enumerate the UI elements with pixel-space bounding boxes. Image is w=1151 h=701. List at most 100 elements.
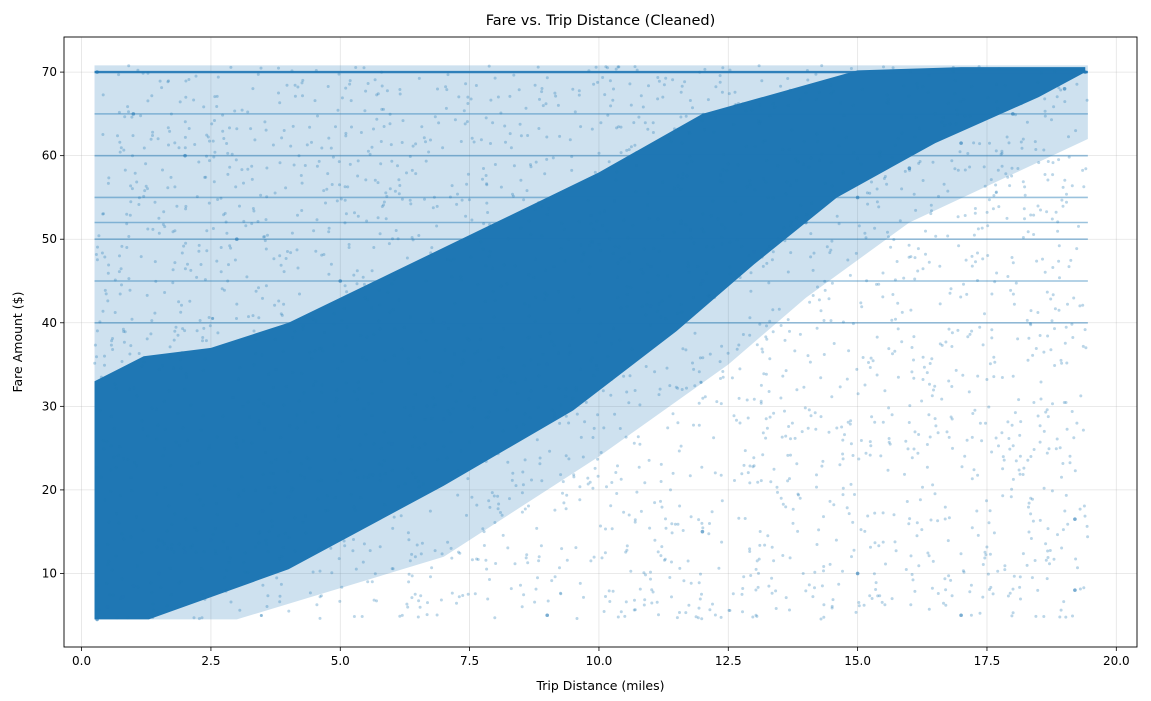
scatter-point-texture — [505, 408, 509, 412]
scatter-point-texture — [398, 88, 402, 91]
scatter-point-texture — [523, 507, 527, 511]
scatter-point-texture — [160, 539, 164, 543]
scatter-point-texture — [889, 245, 893, 249]
scatter-point-texture — [184, 204, 188, 208]
scatter-point-texture — [961, 569, 965, 573]
scatter-point-texture — [1044, 410, 1048, 414]
scatter-point-texture — [538, 97, 541, 101]
scatter-point-texture — [995, 100, 999, 104]
scatter-point-texture — [238, 204, 241, 208]
scatter-point-texture — [382, 200, 386, 204]
scatter-point-texture — [380, 463, 384, 467]
scatter-point-texture — [1059, 88, 1063, 92]
scatter-point-texture — [540, 234, 544, 238]
scatter-point — [855, 195, 860, 200]
scatter-point-texture — [1010, 166, 1014, 170]
scatter-point-texture — [342, 539, 346, 543]
scatter-point-texture — [1019, 102, 1023, 106]
scatter-point-texture — [397, 298, 401, 302]
scatter-point-texture — [790, 128, 794, 132]
scatter-point-texture — [660, 505, 664, 509]
scatter-point-texture — [400, 141, 404, 144]
scatter-point-texture — [614, 178, 618, 182]
scatter-point-texture — [271, 386, 275, 390]
scatter-point-texture — [607, 160, 611, 164]
scatter-point-texture — [253, 545, 257, 549]
scatter-point-texture — [713, 471, 717, 475]
scatter-point-texture — [1026, 458, 1030, 462]
scatter-point-texture — [806, 78, 810, 82]
scatter-point-texture — [853, 493, 856, 496]
scatter-point-texture — [131, 154, 134, 158]
scatter-point-texture — [758, 322, 762, 326]
scatter-point-texture — [252, 363, 256, 367]
scatter-point-texture — [590, 127, 594, 131]
scatter-point-texture — [564, 395, 568, 398]
scatter-point-texture — [832, 503, 836, 507]
scatter-point-texture — [372, 598, 376, 602]
scatter-point-texture — [170, 543, 174, 547]
scatter-point-texture — [684, 223, 688, 227]
scatter-point — [752, 249, 756, 254]
scatter-point-texture — [493, 616, 497, 620]
scatter-point-texture — [493, 163, 497, 166]
scatter-point-texture — [284, 385, 288, 388]
scatter-point-texture — [195, 275, 199, 279]
scatter-point-texture — [915, 534, 919, 538]
scatter-point-texture — [377, 288, 381, 292]
scatter-point-texture — [375, 599, 378, 603]
scatter-point-texture — [266, 550, 270, 554]
scatter-point-texture — [868, 191, 872, 195]
scatter-point-texture — [142, 146, 146, 150]
scatter-point-texture — [452, 257, 456, 261]
scatter-point-texture — [173, 261, 177, 265]
scatter-point-texture — [642, 247, 646, 251]
scatter-point-texture — [543, 172, 547, 176]
scatter-points — [93, 64, 1090, 622]
scatter-point-texture — [625, 285, 629, 289]
scatter-point-texture — [295, 248, 299, 252]
scatter-point-texture — [362, 66, 366, 70]
x-tick-label: 20.0 — [1103, 654, 1130, 668]
scatter-point-texture — [571, 295, 575, 299]
scatter-point-texture — [801, 572, 805, 575]
scatter-point-texture — [986, 572, 990, 576]
scatter-point-texture — [830, 606, 834, 610]
scatter-point-texture — [679, 187, 683, 191]
scatter-point-texture — [577, 93, 581, 97]
scatter-point-texture — [1032, 233, 1036, 236]
scatter-point-texture — [359, 334, 363, 337]
scatter-point-texture — [649, 577, 652, 581]
scatter-point-texture — [174, 440, 178, 444]
scatter-point-texture — [880, 600, 884, 604]
scatter-point-texture — [109, 343, 113, 347]
scatter-point-texture — [698, 70, 702, 74]
scatter-point-texture — [701, 112, 705, 116]
scatter-point-texture — [289, 144, 293, 148]
scatter-point-texture — [98, 320, 102, 324]
scatter-point-texture — [278, 594, 282, 598]
scatter-point-texture — [588, 265, 592, 269]
scatter-point-texture — [994, 183, 998, 187]
scatter-point-texture — [763, 138, 767, 142]
scatter-point-texture — [207, 447, 211, 451]
scatter-point-texture — [1008, 591, 1012, 595]
scatter-point-texture — [916, 269, 920, 273]
scatter-point-texture — [479, 240, 483, 244]
scatter-point-texture — [380, 107, 384, 111]
scatter-point-texture — [368, 152, 372, 156]
scatter-point-texture — [370, 306, 374, 310]
scatter-point-texture — [665, 366, 669, 370]
y-tick-label: 50 — [42, 232, 57, 246]
scatter-point-texture — [976, 533, 980, 537]
scatter-point-texture — [334, 125, 337, 129]
scatter-point-texture — [343, 221, 347, 225]
scatter-point-texture — [679, 221, 683, 225]
scatter-point-texture — [300, 81, 304, 85]
scatter-point-texture — [664, 517, 667, 521]
scatter-point-texture — [339, 197, 343, 201]
scatter-point-texture — [622, 510, 626, 514]
scatter-point-texture — [1059, 358, 1063, 362]
scatter-point-texture — [980, 439, 984, 443]
scatter-point-texture — [983, 550, 987, 554]
